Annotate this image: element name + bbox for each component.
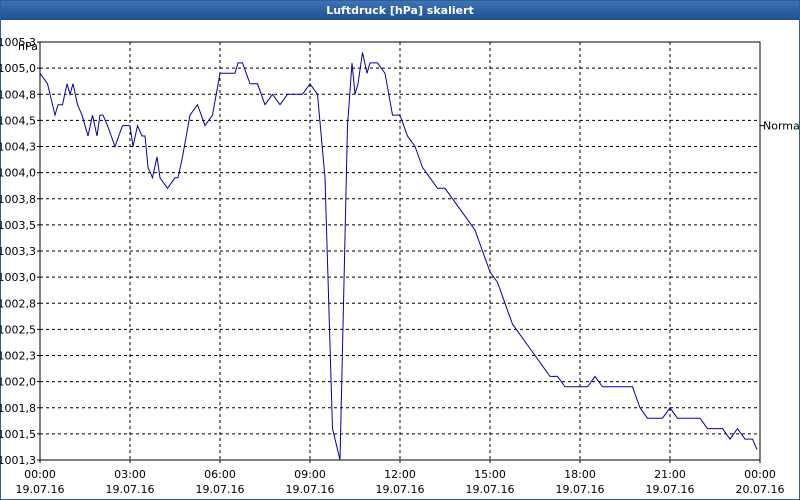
y-tick-label: 1004,8: [0, 88, 36, 101]
y-tick-label: 1005,3: [0, 36, 36, 49]
y-tick-label: 1004,0: [0, 167, 36, 180]
x-tick-time: 00:00: [744, 468, 776, 481]
x-tick-time: 03:00: [114, 468, 146, 481]
x-tick-date: 19.07.16: [556, 483, 605, 496]
y-axis-label: hPa: [18, 40, 38, 53]
y-tick-label: 1003,3: [0, 245, 36, 258]
x-tick-time: 09:00: [294, 468, 326, 481]
y-tick-label: 1005,0: [0, 62, 36, 75]
y-tick-label: 1002,0: [0, 376, 36, 389]
data-line: [39, 52, 758, 461]
x-tick-date: 19.07.16: [106, 483, 155, 496]
x-tick-date: 19.07.16: [286, 483, 335, 496]
y-tick-label: 1003,8: [0, 193, 36, 206]
x-tick-time: 18:00: [564, 468, 596, 481]
x-tick-date: 19.07.16: [466, 483, 515, 496]
y-tick-label: 1002,5: [0, 323, 36, 336]
window-title: Luftdruck [hPa] skaliert: [1, 1, 799, 20]
y-tick-label: 1003,0: [0, 271, 36, 284]
y-tick-label: 1001,8: [0, 402, 36, 415]
x-tick-time: 00:00: [24, 468, 56, 481]
y-tick-label: 1001,5: [0, 428, 36, 441]
x-tick-date: 19.07.16: [16, 483, 65, 496]
x-tick-date: 19.07.16: [376, 483, 425, 496]
x-tick-date: 19.07.16: [646, 483, 695, 496]
x-tick-time: 12:00: [384, 468, 416, 481]
y-tick-label: 1002,8: [0, 297, 36, 310]
x-tick-date: 19.07.16: [196, 483, 245, 496]
y-tick-label: 1001,3: [0, 454, 36, 467]
y-tick-label: 1003,5: [0, 219, 36, 232]
y-tick-label: 1004,3: [0, 141, 36, 154]
x-tick-time: 21:00: [654, 468, 686, 481]
x-tick-time: 06:00: [204, 468, 236, 481]
x-tick-time: 15:00: [474, 468, 506, 481]
normal-label: Normal: [763, 120, 800, 133]
y-tick-label: 1002,3: [0, 350, 36, 363]
y-tick-label: 1004,5: [0, 114, 36, 127]
x-tick-date: 20.07.16: [736, 483, 785, 496]
